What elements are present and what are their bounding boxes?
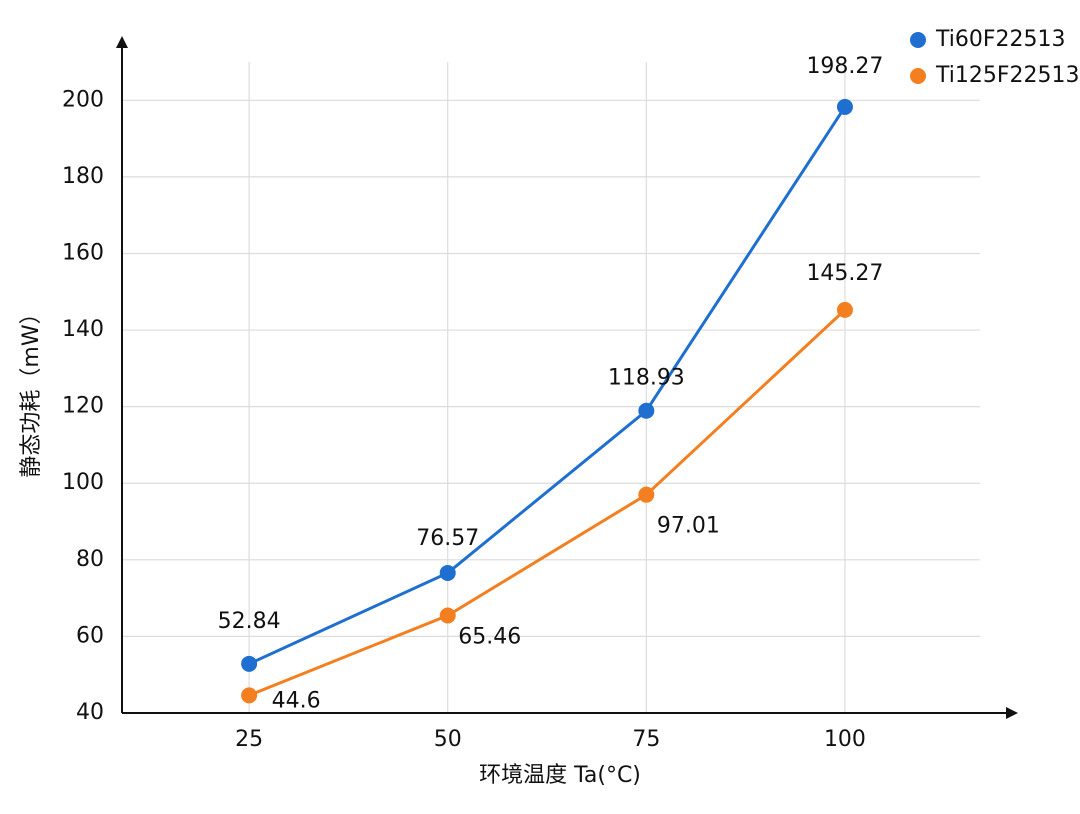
legend-label: Ti125F22513 <box>935 63 1080 88</box>
series-line <box>248 308 846 697</box>
data-label: 65.46 <box>458 625 521 650</box>
y-tick-label: 140 <box>62 317 104 342</box>
data-label: 118.93 <box>608 366 685 391</box>
legend-marker <box>910 68 926 84</box>
y-tick-label: 100 <box>62 470 104 495</box>
y-tick-label: 40 <box>76 700 104 725</box>
data-point <box>241 687 258 704</box>
y-axis-title: 静态功耗（mW） <box>19 302 44 477</box>
y-tick-label: 80 <box>76 547 104 572</box>
data-point <box>638 402 655 419</box>
legend-marker <box>910 32 926 48</box>
data-label: 97.01 <box>657 514 720 539</box>
data-point <box>439 564 456 581</box>
x-tick-label: 75 <box>632 727 660 752</box>
data-point <box>638 486 655 503</box>
data-label: 52.84 <box>218 609 281 634</box>
x-tick-label: 100 <box>824 727 866 752</box>
y-tick-label: 60 <box>76 623 104 648</box>
data-point <box>439 607 456 624</box>
data-label: 198.27 <box>806 54 883 79</box>
data-label: 145.27 <box>806 261 883 286</box>
data-label: 76.57 <box>416 526 479 551</box>
series-line <box>248 106 847 666</box>
y-tick-label: 120 <box>62 394 104 419</box>
x-axis-title: 环境温度 Ta(°C) <box>479 763 641 788</box>
data-label: 44.6 <box>272 688 321 713</box>
legend-label: Ti60F22513 <box>935 27 1066 52</box>
data-point <box>241 655 258 672</box>
data-point <box>836 301 853 318</box>
data-point <box>836 98 853 115</box>
y-tick-label: 200 <box>62 87 104 112</box>
x-tick-label: 50 <box>434 727 462 752</box>
y-tick-label: 160 <box>62 240 104 265</box>
x-tick-label: 25 <box>235 727 263 752</box>
y-tick-label: 180 <box>62 164 104 189</box>
